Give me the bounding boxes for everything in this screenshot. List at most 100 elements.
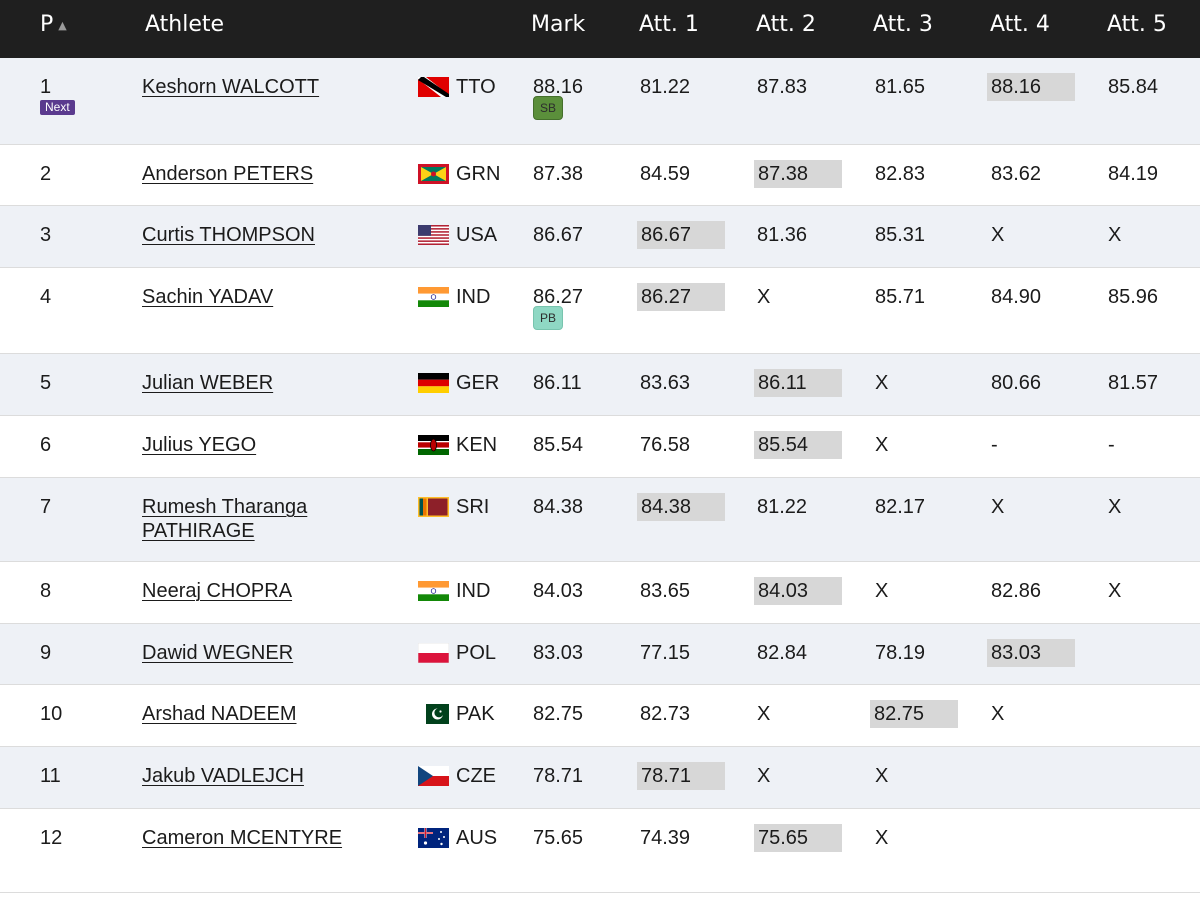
attempt-5-cell: 85.96: [1108, 286, 1159, 308]
position-cell: 1: [40, 76, 52, 98]
position-cell: 4: [40, 286, 52, 308]
country-code: IND: [456, 580, 491, 602]
header-att4[interactable]: Att. 4: [990, 12, 1050, 37]
attempt-1-cell: 82.73: [640, 703, 691, 725]
position-cell: 9: [40, 642, 52, 664]
table-row: 2 Anderson PETERS GRN 87.38 84.59 87.38 82.83 8…: [0, 145, 1200, 206]
attempt-3-cell: X: [875, 372, 889, 394]
best-attempt-highlight: 78.71: [637, 762, 725, 790]
country-code: USA: [456, 224, 498, 246]
attempt-4-cell: X: [991, 703, 1005, 725]
country-code: TTO: [456, 76, 496, 98]
attempt-3-cell: X: [875, 827, 889, 849]
header-att3[interactable]: Att. 3: [873, 12, 933, 37]
attempt-3-cell: 82.75: [874, 703, 925, 725]
flag-icon-ind: [418, 287, 449, 307]
flag-icon-ger: [418, 373, 449, 393]
athlete-link[interactable]: Jakub VADLEJCH: [142, 765, 304, 787]
country-code: IND: [456, 286, 491, 308]
flag-icon-grn: [418, 164, 449, 184]
attempt-1-cell: 84.38: [641, 496, 692, 518]
attempt-4-cell: X: [991, 496, 1005, 518]
athlete-link[interactable]: Cameron MCENTYRE: [142, 827, 343, 849]
flag-icon-aus: [418, 828, 449, 848]
country-code: AUS: [456, 827, 498, 849]
mark-cell: 78.71: [533, 765, 584, 787]
table-row: 3 Curtis THOMPSON USA 86.67 86.67 81.36 85.31 X…: [0, 206, 1200, 268]
results-table-header: P ▲ Athlete Mark Att. 1 Att. 2 Att. 3 Att…: [0, 0, 1200, 58]
sort-ascending-icon[interactable]: ▲: [58, 18, 67, 32]
header-athlete[interactable]: Athlete: [145, 12, 225, 37]
country-code: SRI: [456, 496, 490, 518]
attempt-1-cell: 81.22: [640, 76, 691, 98]
header-position[interactable]: P ▲: [40, 12, 67, 37]
mark-cell: 83.03: [533, 642, 584, 664]
mark-cell: 84.38: [533, 496, 584, 518]
table-row: 6 Julius YEGO KEN 85.54 76.58 85.54 X - -: [0, 416, 1200, 478]
header-att5[interactable]: Att. 5: [1107, 12, 1167, 37]
attempt-2-cell: 87.83: [757, 76, 808, 98]
athlete-link[interactable]: Keshorn WALCOTT: [142, 76, 320, 98]
athlete-link[interactable]: Julius YEGO: [142, 434, 257, 456]
table-row: 9 Dawid WEGNER POL 83.03 77.15 82.84 78.19 83.0…: [0, 624, 1200, 685]
attempt-2-cell: 82.84: [757, 642, 808, 664]
mark-cell: 87.38: [533, 163, 584, 185]
table-row: 11 Jakub VADLEJCH CZE 78.71 78.71 X X: [0, 747, 1200, 809]
country-code: CZE: [456, 765, 496, 787]
best-attempt-highlight: 88.16: [987, 73, 1075, 101]
header-mark[interactable]: Mark: [531, 12, 586, 37]
attempt-2-cell: 81.36: [757, 224, 808, 246]
country-code: POL: [456, 642, 497, 664]
attempt-1-cell: 86.27: [641, 286, 692, 308]
position-cell: 7: [40, 496, 52, 518]
position-cell: 8: [40, 580, 52, 602]
attempt-5-cell: -: [1108, 434, 1115, 456]
best-attempt-highlight: 86.67: [637, 221, 725, 249]
attempt-4-cell: 82.86: [991, 580, 1042, 602]
athlete-link[interactable]: Rumesh Tharanga PATHIRAGE: [142, 496, 308, 542]
best-attempt-highlight: 87.38: [754, 160, 842, 188]
attempt-3-cell: 85.71: [875, 286, 926, 308]
best-attempt-highlight: 84.38: [637, 493, 725, 521]
position-cell: 3: [40, 224, 52, 246]
best-attempt-highlight: 86.11: [754, 369, 842, 397]
country-code: PAK: [456, 703, 495, 725]
country-code: GER: [456, 372, 500, 394]
attempt-1-cell: 76.58: [640, 434, 691, 456]
position-cell: 12: [40, 827, 63, 849]
best-attempt-highlight: 75.65: [754, 824, 842, 852]
table-row: 10 Arshad NADEEM PAK 82.75 82.73 X 82.75 X: [0, 685, 1200, 747]
athlete-link[interactable]: Anderson PETERS: [142, 163, 314, 185]
athlete-link[interactable]: Neeraj CHOPRA: [142, 580, 293, 602]
attempt-4-cell: 80.66: [991, 372, 1042, 394]
header-att2[interactable]: Att. 2: [756, 12, 816, 37]
attempt-4-cell: 88.16: [991, 76, 1042, 98]
attempt-5-cell: 81.57: [1108, 372, 1159, 394]
attempt-5-cell: X: [1108, 224, 1122, 246]
attempt-2-cell: X: [757, 765, 771, 787]
best-attempt-highlight: 83.03: [987, 639, 1075, 667]
athlete-link[interactable]: Sachin YADAV: [142, 286, 274, 308]
country-code: GRN: [456, 163, 501, 185]
table-row: 4 Sachin YADAV IND 86.27 PB 86.27 X 85.71 84.90 8…: [0, 268, 1200, 354]
attempt-2-cell: X: [757, 286, 771, 308]
attempt-1-cell: 77.15: [640, 642, 691, 664]
table-row: 8 Neeraj CHOPRA IND 84.03 83.65 84.03 X 82.86 X: [0, 562, 1200, 624]
athlete-link[interactable]: Curtis THOMPSON: [142, 224, 315, 246]
mark-cell: 88.16: [533, 76, 584, 98]
attempt-3-cell: X: [875, 434, 889, 456]
athlete-link[interactable]: Julian WEBER: [142, 372, 274, 394]
athlete-link[interactable]: Dawid WEGNER: [142, 642, 294, 664]
attempt-2-cell: 85.54: [758, 434, 809, 456]
mark-cell: 84.03: [533, 580, 584, 602]
athlete-link[interactable]: Arshad NADEEM: [142, 703, 297, 725]
attempt-4-cell: 84.90: [991, 286, 1042, 308]
header-att1[interactable]: Att. 1: [639, 12, 699, 37]
attempt-5-cell: 84.19: [1108, 163, 1159, 185]
personal-best-badge: PB: [533, 306, 564, 330]
table-row: 1 Next Keshorn WALCOTT TTO 88.16 SB 81.22 87.83…: [0, 58, 1200, 145]
attempt-4-cell: 83.03: [991, 642, 1042, 664]
best-attempt-highlight: 82.75: [870, 700, 958, 728]
table-row: 7 Rumesh Tharanga PATHIRAGE SRI 84.38 84.38 8…: [0, 478, 1200, 562]
attempt-4-cell: 83.62: [991, 163, 1042, 185]
